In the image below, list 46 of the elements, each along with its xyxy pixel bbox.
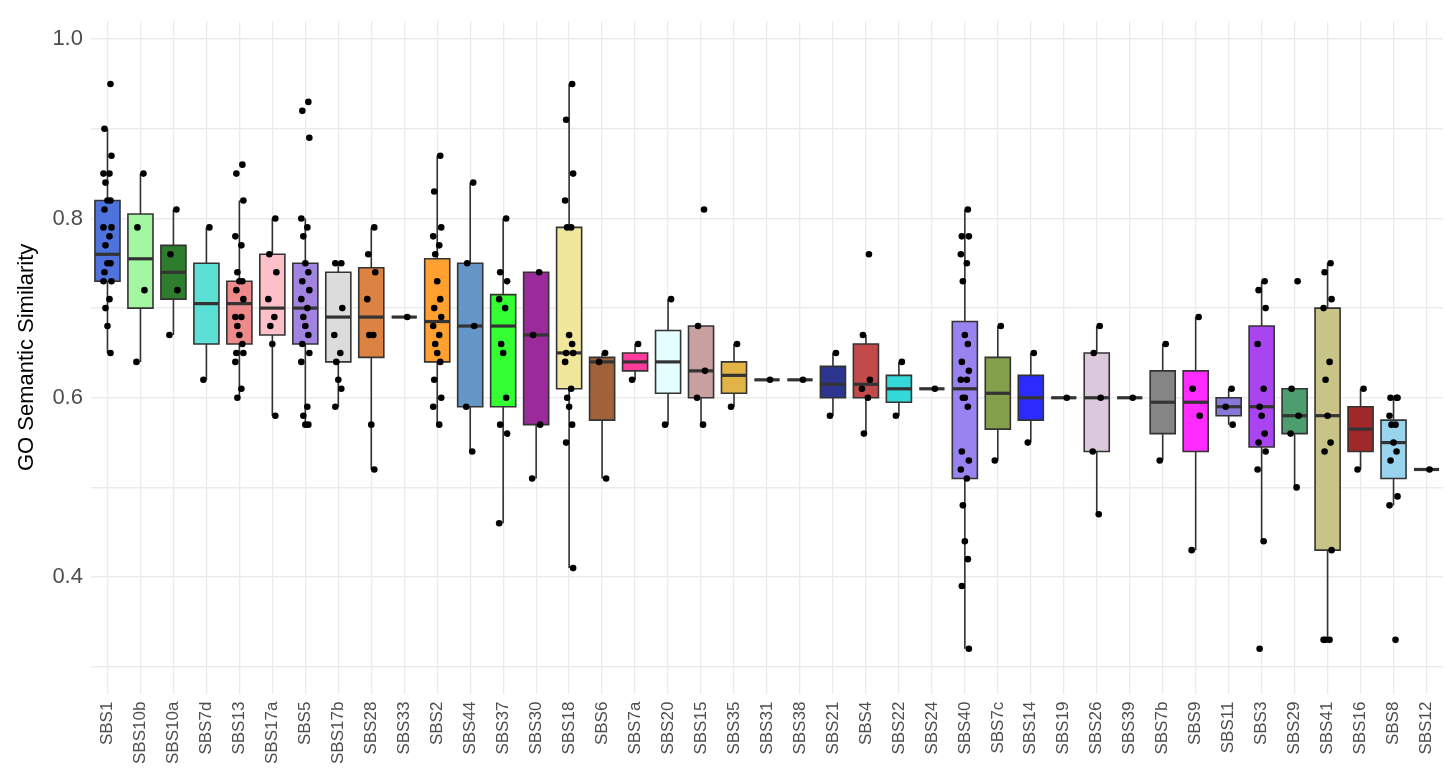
x-tick-label: SBS21: [822, 701, 842, 755]
x-tick-label: SBS7d: [196, 701, 216, 755]
y-tick-label: 1.0: [52, 25, 83, 51]
x-tick-label: SBS20: [657, 701, 677, 755]
y-axis-title: GO Semantic Similarity: [13, 243, 39, 472]
x-tick-label: SBS30: [525, 701, 545, 755]
x-tick-label: SBS9: [1185, 701, 1205, 746]
x-tick-label: SBS28: [360, 701, 380, 755]
x-tick-label: SBS41: [1317, 701, 1337, 755]
x-tick-label: SBS1: [97, 701, 117, 746]
x-tick-label: SBS13: [229, 701, 249, 755]
x-tick-label: SBS18: [558, 701, 578, 755]
x-tick-label: SBS22: [888, 701, 908, 755]
x-tick-label: SBS4: [855, 701, 875, 746]
x-tick-label: SBS5: [295, 701, 315, 746]
x-tick-label: SBS11: [1218, 701, 1238, 754]
x-tick-label: SBS44: [459, 701, 479, 755]
x-tick-label: SBS7b: [1152, 701, 1172, 755]
x-tick-label: SBS7c: [987, 701, 1007, 754]
x-tick-label: SBS40: [954, 701, 974, 755]
x-tick-label: SBS24: [921, 701, 941, 755]
x-tick-label: SBS31: [756, 701, 776, 755]
x-tick-label: SBS33: [393, 701, 413, 755]
x-tick-label: SBS10b: [130, 701, 150, 765]
x-tick-label: SBS2: [426, 701, 446, 746]
x-tick-label: SBS7a: [624, 701, 644, 755]
y-tick-label: 0.6: [52, 383, 83, 409]
x-tick-label: SBS39: [1119, 701, 1139, 755]
x-tick-label: SBS26: [1086, 701, 1106, 755]
x-tick-label: SBS15: [690, 701, 710, 755]
x-tick-label: SBS17b: [327, 701, 347, 765]
x-tick-label: SBS8: [1383, 701, 1403, 746]
x-tick-label: SBS14: [1020, 701, 1040, 755]
x-tick-label: SBS12: [1416, 701, 1436, 755]
x-tick-label: SBS29: [1284, 701, 1304, 755]
x-tick-label: SBS16: [1350, 701, 1370, 755]
x-tick-label: SBS37: [492, 701, 512, 755]
y-tick-label: 0.4: [52, 563, 83, 589]
x-tick-label: SBS17a: [262, 701, 282, 765]
x-tick-label: SBS19: [1053, 701, 1073, 755]
x-tick-label: SBS38: [789, 701, 809, 755]
x-tick-label: SBS6: [591, 701, 611, 746]
x-tick-label: SBS35: [723, 701, 743, 755]
x-tick-label: SBS10a: [163, 701, 183, 765]
y-tick-label: 0.8: [52, 204, 83, 230]
x-tick-label: SBS3: [1251, 701, 1271, 746]
